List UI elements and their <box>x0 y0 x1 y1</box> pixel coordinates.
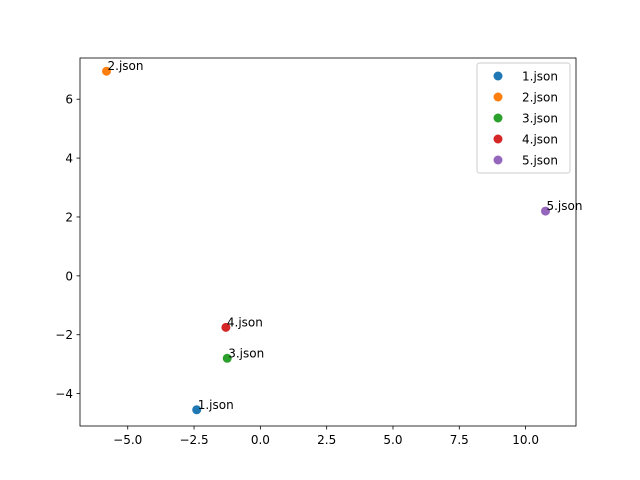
legend-marker <box>493 113 503 123</box>
y-tick-label: 0 <box>65 269 73 283</box>
y-tick-label: −2 <box>55 328 73 342</box>
x-tick-label: 5.0 <box>383 433 402 447</box>
legend-marker <box>493 155 503 165</box>
plot-area: −5.0 −2.5 0.0 2.5 5.0 7.5 10.0 −4 −2 0 2 4 6 1.json 2.… <box>55 57 582 447</box>
x-tick-label: 2.5 <box>317 433 336 447</box>
x-tick-label: 10.0 <box>512 433 539 447</box>
point-label: 5.json <box>546 199 582 213</box>
legend-label: 5.json <box>522 154 558 168</box>
x-tick-label: 0.0 <box>251 433 270 447</box>
data-point <box>221 322 231 332</box>
x-tick-label: −5.0 <box>113 433 142 447</box>
data-point <box>222 353 232 363</box>
data-point <box>192 405 202 415</box>
point-label: 4.json <box>227 315 263 329</box>
point-label: 3.json <box>228 346 264 360</box>
y-tick-label: 2 <box>65 210 73 224</box>
axes-frame <box>79 57 577 427</box>
x-tick-label: 7.5 <box>450 433 469 447</box>
legend-marker <box>493 71 503 81</box>
x-tick-label: −2.5 <box>179 433 208 447</box>
legend-marker <box>493 134 503 144</box>
legend-label: 3.json <box>522 112 558 126</box>
data-point <box>102 66 112 76</box>
legend-marker <box>493 92 503 102</box>
legend-label: 1.json <box>522 70 558 84</box>
point-label: 1.json <box>198 398 234 412</box>
legend-label: 4.json <box>522 133 558 147</box>
y-tick-label: 4 <box>65 152 73 166</box>
data-point <box>540 206 550 216</box>
legend-label: 2.json <box>522 91 558 105</box>
point-label: 2.json <box>108 59 144 73</box>
legend-box <box>476 62 571 174</box>
y-tick-label: −4 <box>55 387 73 401</box>
y-tick-label: 6 <box>65 93 73 107</box>
